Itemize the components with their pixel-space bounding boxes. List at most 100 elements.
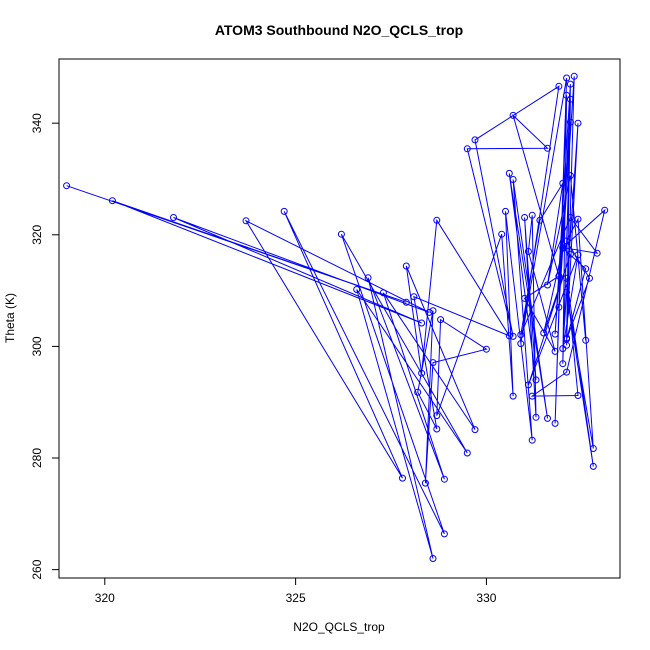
data-point (399, 474, 406, 482)
data-point (505, 169, 513, 177)
data-point (364, 274, 372, 282)
x-tick-label: 330 (476, 591, 496, 605)
data-point (574, 119, 582, 127)
data-point (589, 445, 597, 452)
data-point (471, 136, 479, 144)
data-point (425, 308, 433, 316)
data-point (566, 214, 574, 221)
data-point (63, 182, 71, 190)
data-point (170, 214, 177, 221)
data-point (540, 329, 548, 337)
data-point (544, 281, 551, 289)
data-point (574, 392, 582, 399)
data-point (593, 249, 601, 257)
data-point (521, 294, 529, 302)
data-point (433, 216, 441, 224)
y-axis: 260 280 300 320 340 (30, 113, 59, 580)
data-point (570, 72, 578, 80)
data-point (528, 392, 536, 400)
data-point (463, 449, 471, 457)
data-point (517, 331, 525, 339)
data-point (559, 345, 567, 353)
data-point (402, 262, 410, 270)
data-point (482, 345, 490, 353)
y-tick-label: 280 (30, 448, 44, 468)
data-point (559, 360, 567, 368)
data-point (551, 330, 559, 338)
data-point (555, 303, 563, 311)
data-point (563, 91, 571, 99)
data-point (509, 392, 517, 400)
data-point (108, 197, 116, 205)
data-point (563, 335, 571, 343)
y-tick-label: 320 (30, 224, 44, 244)
y-tick-label: 340 (30, 113, 44, 133)
data-point (555, 82, 563, 90)
data-point (440, 475, 448, 483)
data-point (586, 274, 593, 282)
data-point (563, 274, 571, 282)
data-point (429, 555, 437, 562)
chart-title: ATOM3 Southbound N2O_QCLS_trop (215, 22, 463, 38)
data-point (433, 412, 441, 420)
data-point (410, 293, 418, 301)
data-point (582, 265, 590, 273)
data-point (505, 332, 513, 340)
data-point (582, 336, 590, 344)
data-point (559, 244, 567, 252)
data-point (551, 347, 559, 355)
data-point (418, 369, 426, 377)
data-point (532, 413, 540, 421)
data-point (566, 172, 574, 180)
data-point (521, 214, 529, 221)
data-point (559, 179, 567, 187)
data-point (414, 388, 422, 396)
data-point (566, 250, 574, 258)
x-tick-label: 325 (286, 591, 306, 605)
data-point (524, 381, 532, 389)
x-axis: 320 325 330 (95, 578, 497, 605)
data-point (402, 298, 410, 306)
data-point (566, 95, 574, 103)
data-point (528, 436, 536, 444)
data-point (498, 230, 506, 238)
data-point (509, 176, 517, 183)
data-point (524, 248, 532, 255)
plot-frame (58, 58, 621, 579)
data-point (517, 340, 525, 348)
data-point (353, 286, 361, 293)
data-point (544, 144, 551, 152)
data-point (463, 145, 471, 153)
y-tick-label: 300 (30, 336, 44, 356)
data-point (574, 251, 582, 259)
data-point (280, 207, 288, 215)
data-point (502, 207, 509, 215)
data-point (528, 211, 536, 219)
data-point (433, 425, 441, 433)
data-point (563, 288, 571, 296)
x-axis-label: N2O_QCLS_trop (293, 620, 385, 634)
data-point (563, 368, 571, 376)
data-point (509, 111, 517, 119)
data-point (551, 419, 559, 427)
x-tick-label: 320 (95, 591, 115, 605)
data-point (242, 217, 250, 225)
data-point (555, 272, 563, 280)
y-axis-label: Theta (K) (3, 293, 17, 343)
data-point (566, 80, 574, 88)
data-point (437, 316, 445, 324)
y-tick-label: 260 (30, 559, 44, 579)
plot-area (63, 72, 609, 562)
data-point (421, 479, 429, 487)
data-point (589, 462, 597, 470)
data-point (566, 118, 574, 126)
data-point (563, 237, 571, 245)
data-point (337, 230, 345, 238)
data-point (532, 376, 540, 384)
data-point (471, 426, 479, 434)
data-point (601, 206, 609, 214)
data-point (544, 414, 551, 422)
data-point (418, 319, 426, 327)
data-point (440, 530, 448, 538)
